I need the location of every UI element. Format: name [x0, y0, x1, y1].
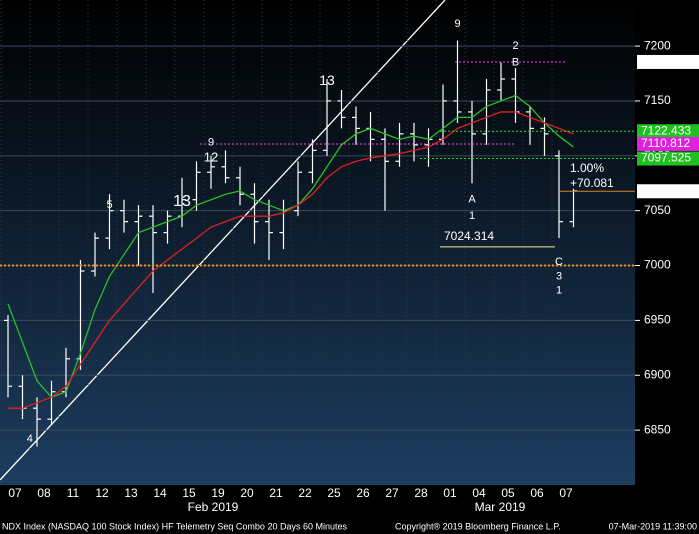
- x-tick-label: 05: [501, 486, 515, 500]
- x-tick-label: 19: [211, 486, 225, 500]
- x-tick-label: 12: [95, 486, 109, 500]
- x-tick-label: 22: [298, 486, 312, 500]
- footer-left: NDX Index (NASDAQ 100 Stock Index) HF Te…: [2, 521, 347, 531]
- level-box: [637, 124, 699, 139]
- change: +70.081: [570, 176, 614, 190]
- x-tick-label: 21: [269, 486, 283, 500]
- level-box: [637, 151, 699, 166]
- plot-background: [0, 0, 635, 485]
- x-tick-label: 26: [356, 486, 370, 500]
- x-tick-label: 06: [530, 486, 544, 500]
- y-tick-label: 6900: [644, 367, 671, 381]
- footer-center: Copyright® 2019 Bloomberg Finance L.P.: [395, 521, 561, 531]
- moving-average: [7, 94, 574, 398]
- annotation: 2: [512, 40, 518, 52]
- footer-right: 07-Mar-2019 11:39:00: [609, 521, 697, 531]
- x-tick-label: 04: [472, 486, 486, 500]
- x-tick-label: 11: [67, 486, 80, 500]
- month-label: Feb 2019: [188, 500, 239, 514]
- level-label: 7185.545: [641, 54, 691, 68]
- month-label: Mar 2019: [475, 500, 526, 514]
- x-tick-label: 13: [124, 486, 138, 500]
- level-label: 7110.812: [641, 136, 690, 150]
- y-tick-label: 7050: [644, 203, 671, 217]
- level-label: 7024.314: [444, 229, 494, 243]
- annotation: B: [512, 56, 519, 68]
- y-tick-label: 6850: [644, 422, 671, 436]
- annotation: 3: [556, 270, 562, 282]
- level-label: 7067.703: [641, 183, 691, 197]
- annotation: 13: [173, 193, 191, 210]
- y-tick-label: 7000: [644, 258, 671, 272]
- x-tick-label: 01: [443, 486, 457, 500]
- annotation: 4: [27, 433, 33, 445]
- moving-average: [8, 111, 574, 409]
- x-tick-label: 28: [414, 486, 428, 500]
- annotation: 1: [556, 285, 562, 297]
- level-label: 7097.525: [641, 151, 691, 165]
- footer: [0, 518, 699, 534]
- annotation: C: [555, 256, 563, 268]
- annotation: 12: [204, 149, 218, 164]
- trend-line: [0, 0, 446, 481]
- y-tick-label: 6950: [644, 313, 671, 327]
- x-tick-label: 07: [559, 486, 573, 500]
- x-tick-label: 27: [385, 486, 399, 500]
- level-box: [637, 54, 699, 69]
- y-tick-label: 7150: [644, 93, 671, 107]
- annotation: 1: [469, 210, 475, 222]
- annotation: 13: [319, 72, 335, 88]
- x-tick-label: 14: [153, 486, 167, 500]
- annotation: 9: [208, 137, 214, 149]
- x-tick-label: 08: [37, 486, 51, 500]
- annotation: A: [468, 194, 476, 206]
- x-tick-label: 07: [8, 486, 22, 500]
- annotation: 9: [454, 18, 460, 30]
- axis-background: [635, 0, 699, 485]
- level-box: [637, 136, 699, 151]
- annotation: 5: [106, 199, 112, 211]
- level-label: 7122.433: [641, 123, 691, 137]
- change-pct: 1.00%: [570, 161, 604, 175]
- level-box: [637, 184, 699, 199]
- x-tick-label: 20: [240, 486, 254, 500]
- x-tick-label: 15: [182, 486, 196, 500]
- y-tick-label: 7200: [644, 38, 671, 52]
- x-tick-label: 25: [327, 486, 341, 500]
